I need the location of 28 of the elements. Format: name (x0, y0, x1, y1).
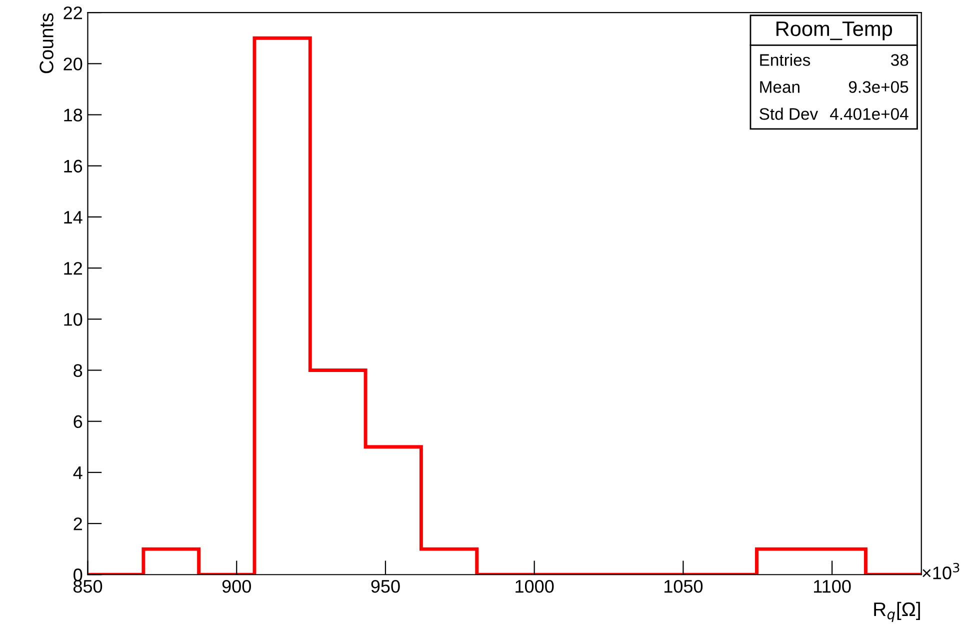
y-tick-label: 8 (74, 364, 82, 377)
y-tick-label: 18 (64, 108, 82, 122)
y-tick-label: 2 (74, 517, 82, 530)
annotation: Room_Temp (776, 22, 892, 40)
x-tick-label: 950 (371, 580, 400, 593)
y-tick-label: 14 (64, 211, 82, 224)
annotation: Entries (760, 54, 810, 66)
x-tick-label: 1100 (814, 580, 851, 593)
y-axis-title: Counts (40, 13, 54, 74)
y-tick-label: 0 (74, 568, 82, 582)
y-tick-label: 6 (74, 415, 82, 428)
annotation: 38 (890, 54, 908, 66)
x-tick-label: 1050 (664, 580, 703, 593)
y-tick-label: 20 (64, 58, 82, 70)
y-tick-label: 4 (73, 466, 82, 479)
x-axis-title: R$_{q}$[Ω] (874, 602, 920, 622)
y-tick-label: 12 (64, 262, 82, 275)
annotation: Std Dev (760, 108, 818, 120)
y-tick-label: 22 (64, 6, 82, 20)
y-tick-label: 10 (64, 313, 82, 326)
annotation: 4.401e+04 (830, 108, 908, 120)
text: ×10$^{3}$ (922, 562, 960, 580)
x-tick-label: 850 (73, 580, 102, 593)
annotation: 9.3e+05 (848, 81, 908, 93)
x-tick-label: 1000 (516, 580, 554, 593)
y-tick-label: 16 (64, 160, 82, 173)
annotation: Mean (760, 81, 800, 93)
x-tick-label: 900 (222, 580, 251, 593)
